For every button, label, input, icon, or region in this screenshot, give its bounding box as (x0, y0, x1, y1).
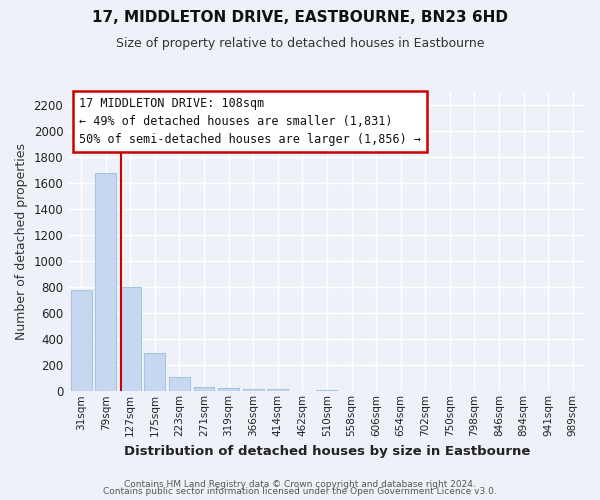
Bar (194, 386, 214, 392)
Bar (71, 290, 92, 392)
Bar (169, 377, 190, 392)
Bar (316, 390, 337, 392)
Bar (218, 388, 239, 392)
Bar (268, 390, 288, 392)
Y-axis label: Number of detached properties: Number of detached properties (15, 144, 28, 340)
Text: 17 MIDDLETON DRIVE: 108sqm
← 49% of detached houses are smaller (1,831)
50% of s: 17 MIDDLETON DRIVE: 108sqm ← 49% of deta… (79, 97, 421, 146)
Text: Contains public sector information licensed under the Open Government Licence v3: Contains public sector information licen… (103, 488, 497, 496)
Bar (120, 288, 141, 392)
Bar (243, 389, 263, 392)
Text: 17, MIDDLETON DRIVE, EASTBOURNE, BN23 6HD: 17, MIDDLETON DRIVE, EASTBOURNE, BN23 6H… (92, 10, 508, 25)
Text: Size of property relative to detached houses in Eastbourne: Size of property relative to detached ho… (116, 38, 484, 51)
Bar (145, 353, 166, 392)
Text: Contains HM Land Registry data © Crown copyright and database right 2024.: Contains HM Land Registry data © Crown c… (124, 480, 476, 489)
Bar (95, 173, 116, 392)
X-axis label: Distribution of detached houses by size in Eastbourne: Distribution of detached houses by size … (124, 444, 530, 458)
